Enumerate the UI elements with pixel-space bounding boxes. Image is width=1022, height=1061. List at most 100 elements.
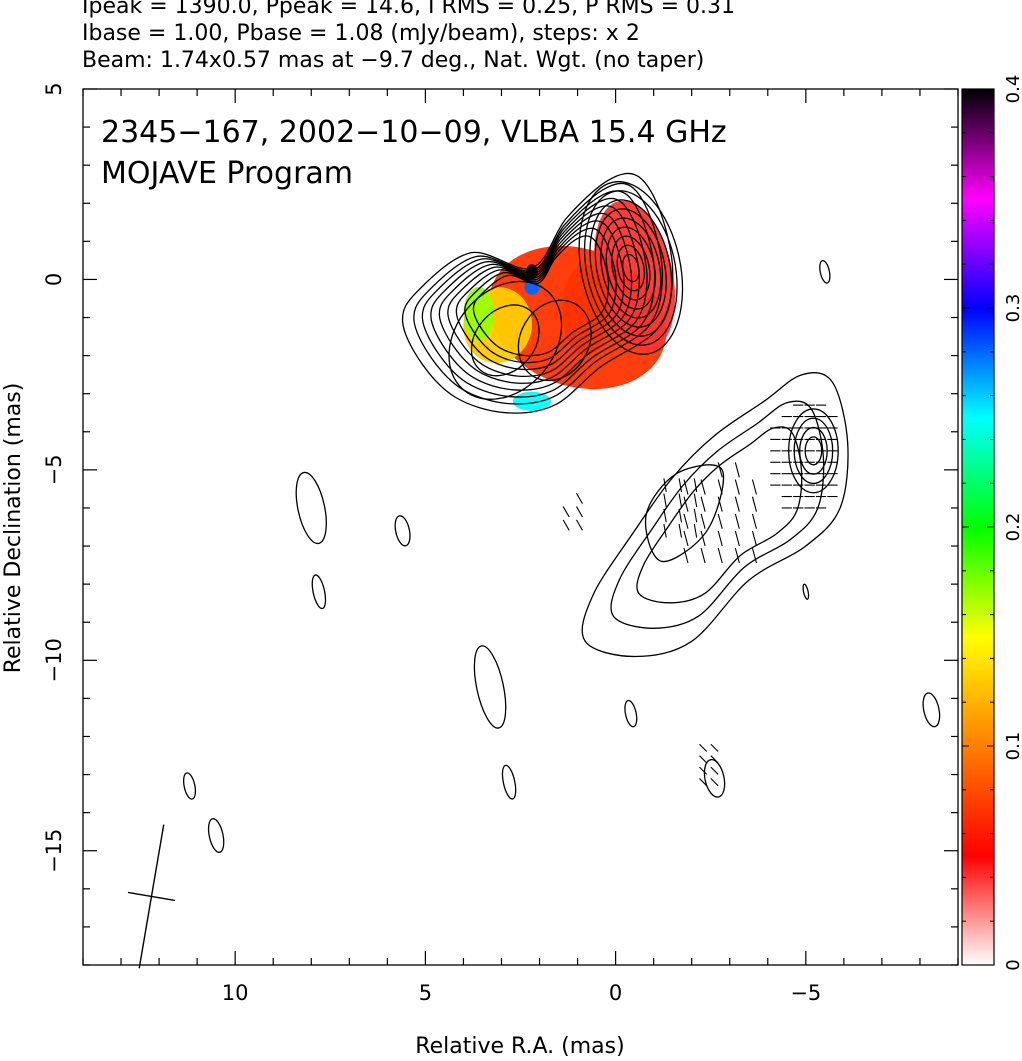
evpa-vector (751, 479, 757, 495)
evpa-vector (575, 506, 583, 518)
evpa-vector (710, 766, 719, 775)
colorbar-tick-labels: 0 0.1 0.2 0.3 0.4 (1003, 75, 1022, 971)
evpa-vector (734, 513, 740, 529)
noise-contour (819, 259, 831, 284)
intensity-contour (448, 280, 563, 400)
evpa-vector-layer (562, 404, 838, 787)
intensity-contour (589, 199, 673, 337)
evpa-vector (683, 513, 689, 529)
x-tick-label: 0 (609, 981, 622, 1005)
intensity-contour (605, 226, 656, 310)
y-tick-label: −5 (42, 454, 66, 485)
evpa-vector (717, 479, 723, 495)
evpa-vector (734, 496, 740, 512)
noise-contour (624, 699, 638, 728)
colorbar-tick-label: 0 (1003, 959, 1022, 970)
evpa-vector (710, 778, 719, 787)
evpa-vector (663, 508, 667, 523)
noise-contour (295, 471, 327, 545)
noise-contour (473, 645, 507, 729)
evpa-vector (700, 496, 706, 512)
y-tick-label: −10 (42, 638, 66, 682)
evpa-vector (693, 523, 698, 538)
evpa-vector (562, 506, 570, 518)
intensity-contour (611, 235, 651, 301)
evpa-vector (693, 478, 698, 492)
noise-contour (802, 583, 810, 600)
intensity-contour-layer (182, 172, 941, 853)
axis-ticks (82, 88, 959, 966)
evpa-vector (700, 530, 706, 547)
colorbar: 0 0.1 0.2 0.3 0.4 (961, 75, 1022, 971)
x-tick-label: −5 (790, 981, 821, 1005)
evpa-vector (734, 479, 740, 495)
intensity-contour (581, 372, 849, 658)
x-tick-label: 5 (419, 981, 432, 1005)
evpa-vector (751, 547, 757, 564)
intensity-contour (600, 217, 662, 319)
evpa-vector (700, 479, 706, 495)
noise-contour (394, 515, 411, 547)
evpa-vector (751, 496, 757, 512)
y-tick-label: 0 (42, 273, 66, 286)
axis-tick-labels: 10 5 0 −5 5 0 −5 −10 −15 (42, 82, 821, 1005)
header-line-base: Ibase = 1.00, Pbase = 1.08 (mJy/beam), s… (82, 21, 640, 46)
evpa-vector (693, 508, 698, 523)
polarization-patch (512, 391, 551, 411)
evpa-vector (717, 547, 723, 564)
evpa-vector (678, 523, 683, 538)
intensity-contour (616, 244, 646, 292)
intensity-contour (447, 212, 633, 378)
x-axis-label: Relative R.A. (mas) (415, 1034, 624, 1059)
evpa-vector (575, 492, 583, 504)
intensity-contour (430, 197, 648, 391)
colorbar-tick-label: 0.3 (1003, 294, 1022, 323)
evpa-vector (710, 755, 719, 764)
y-axis-label: Relative Declination (mas) (1, 383, 26, 674)
evpa-vector (678, 493, 683, 508)
evpa-vector (663, 493, 667, 508)
evpa-vector (751, 513, 757, 529)
evpa-vector (700, 513, 706, 529)
evpa-vector (683, 547, 689, 564)
intensity-contour (610, 400, 825, 629)
evpa-vector (562, 519, 570, 531)
intensity-contour (413, 182, 664, 405)
intensity-contour (594, 208, 667, 328)
header-line-peaks: Ipeak = 1390.0, Ppeak = 14.6, I RMS = 0.… (82, 0, 735, 19)
evpa-vector (678, 478, 683, 492)
evpa-vector (700, 547, 706, 564)
intensity-contour (517, 299, 592, 382)
y-tick-label: −15 (42, 829, 66, 873)
noise-contour (207, 818, 225, 853)
colorbar-tick-label: 0.2 (1003, 513, 1022, 542)
evpa-vector (717, 462, 723, 478)
evpa-vector (699, 743, 708, 752)
intensity-contour (470, 304, 540, 377)
map-subtitle: MOJAVE Program (101, 156, 353, 191)
intensity-contour (438, 205, 640, 384)
polarization-patch (562, 264, 608, 356)
x-tick-label: 10 (222, 981, 249, 1005)
evpa-vector (663, 523, 667, 538)
beam-minor-axis (127, 891, 176, 902)
evpa-vector (683, 479, 689, 495)
colorbar-tick-label: 0.4 (1003, 75, 1022, 104)
evpa-vector (734, 547, 740, 564)
evpa-vector (699, 778, 708, 787)
intensity-contour (421, 190, 656, 398)
intensity-contour (583, 190, 678, 346)
plot-frame (82, 88, 959, 966)
noise-contour (922, 692, 941, 728)
noise-contour (501, 764, 517, 800)
evpa-vector (683, 530, 689, 547)
intensity-contour (636, 426, 803, 604)
evpa-vector (751, 530, 757, 547)
evpa-vector (699, 766, 708, 775)
y-tick-label: 5 (42, 82, 66, 95)
evpa-vector (717, 513, 723, 529)
header-line-beam: Beam: 1.74x0.57 mas at −9.7 deg., Nat. W… (82, 48, 705, 73)
evpa-vector (734, 530, 740, 547)
evpa-vector (710, 743, 719, 752)
